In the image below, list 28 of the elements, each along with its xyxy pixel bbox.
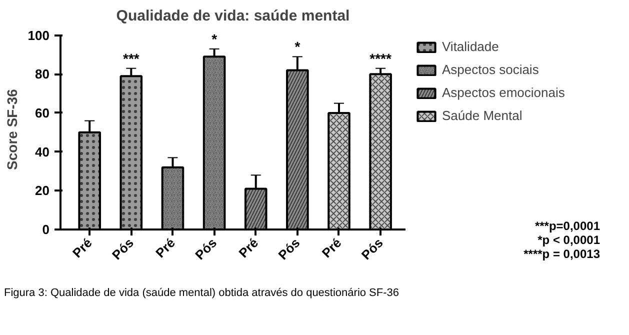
y-tick-label: 60 — [35, 105, 50, 120]
y-tick-label: 80 — [35, 66, 50, 82]
x-tick-label: Pré — [236, 235, 262, 261]
x-tick-label: Pré — [152, 235, 178, 261]
data-label: *** — [122, 50, 140, 66]
y-tick-label: 40 — [35, 144, 50, 160]
x-tick-label: Pós — [358, 235, 386, 263]
legend-label: Aspectos emocionais — [442, 85, 565, 100]
text: *p < 0,0001 — [536, 233, 600, 247]
x-tick-label: Pós — [275, 235, 303, 263]
text: Figura 3: Qualidade de vida (saúde mental) obtida através do questionário SF-36 — [4, 286, 400, 301]
y-tick-label: 0 — [42, 222, 50, 237]
data-label: * — [294, 38, 301, 55]
y-tick-label: 100 — [28, 28, 50, 43]
legend-label: Saúde Mental — [442, 108, 522, 123]
legend-label: Vitalidade — [442, 39, 499, 54]
data-label: * — [212, 30, 218, 47]
text: ****p = 0,0013 — [524, 247, 600, 261]
data-label: **** — [370, 50, 392, 66]
y-axis-title: Score SF-36 — [4, 88, 20, 170]
x-tick-label: Pós — [192, 235, 220, 263]
y-tick-label: 20 — [35, 183, 50, 198]
text: ***p=0,0001 — [534, 219, 600, 233]
chart-title: Qualidade de vida: saúde mental — [116, 8, 350, 24]
x-tick-label: Pós — [109, 235, 136, 263]
x-tick-label: Pré — [318, 235, 344, 261]
legend-label: Aspectos sociais — [442, 62, 539, 77]
x-tick-label: Pré — [69, 235, 95, 261]
